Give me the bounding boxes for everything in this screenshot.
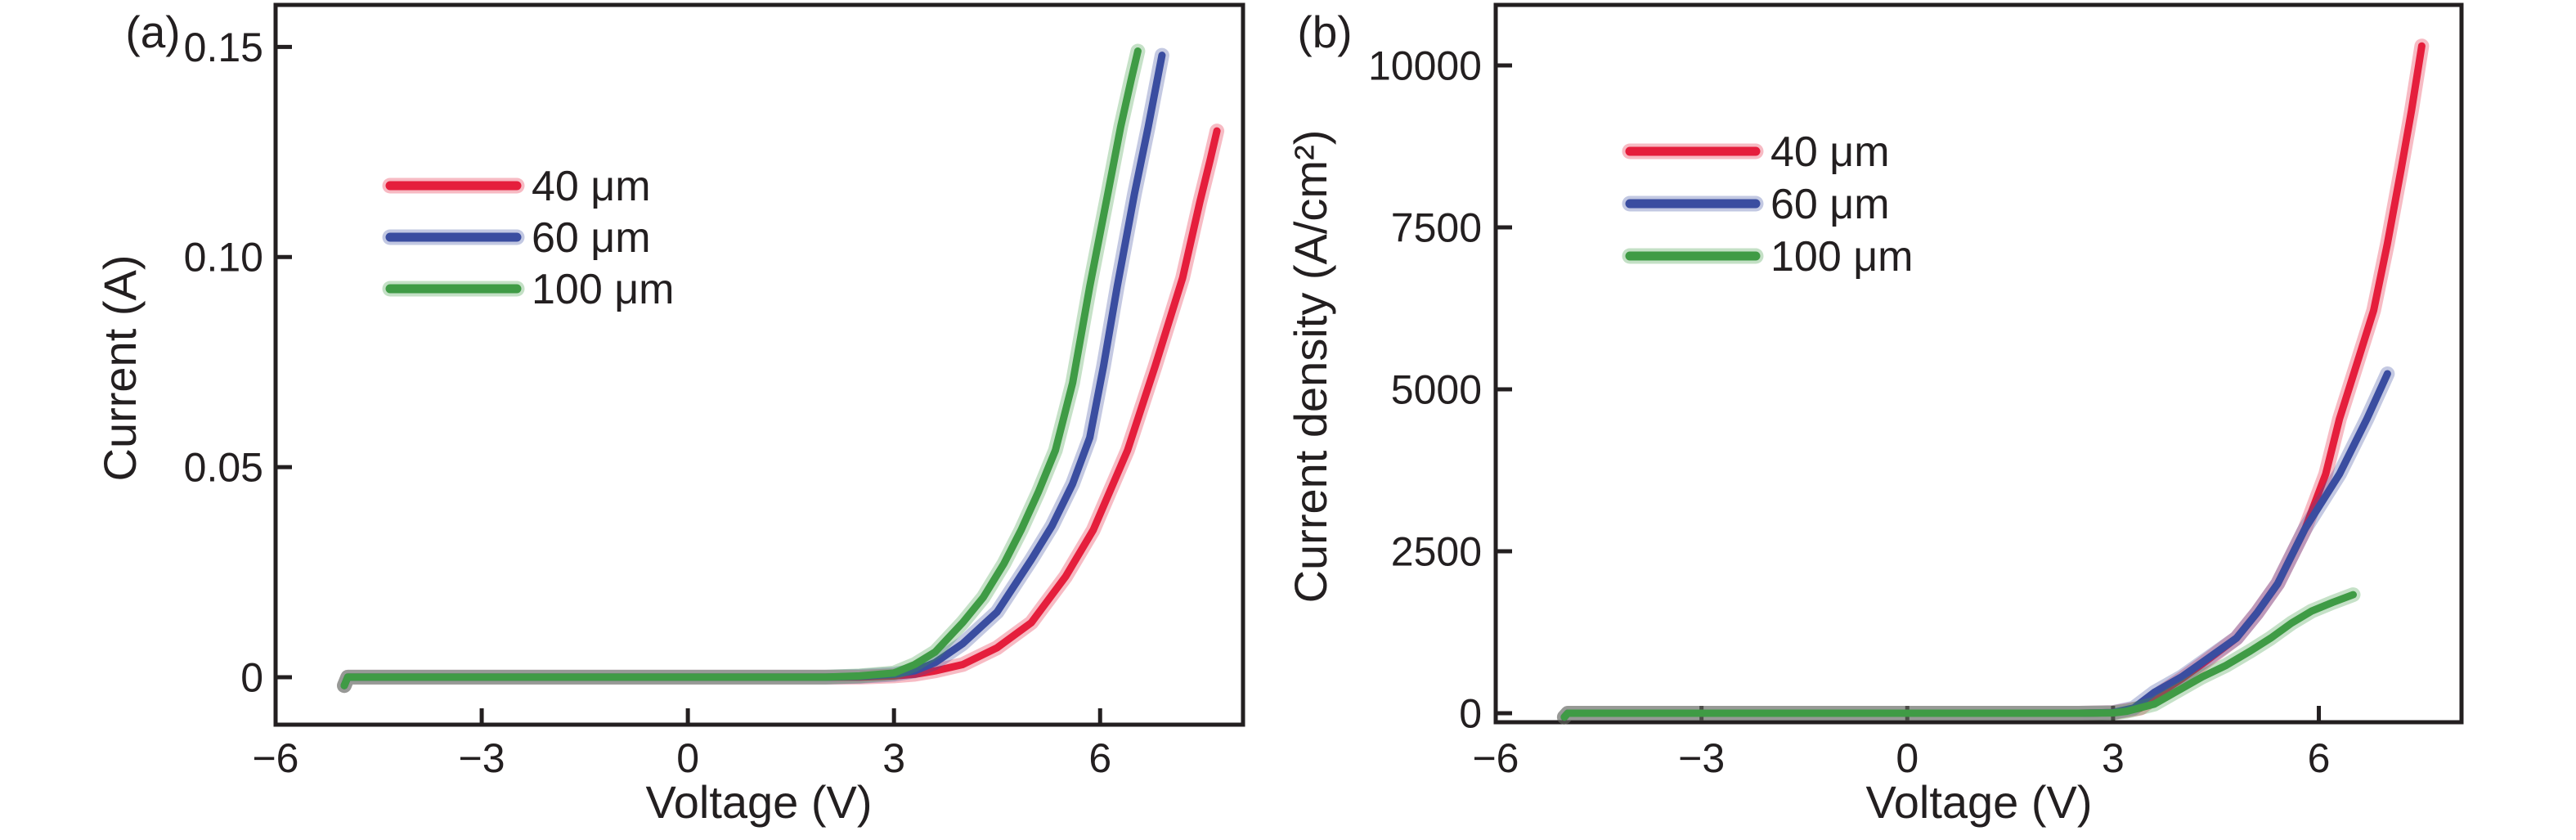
plot-frame-b [1493, 2, 2464, 725]
curve-100μm-b [1560, 591, 2357, 721]
x-tick-label-b: −3 [1678, 735, 1725, 781]
legend-label-100μm-a: 100 μm [532, 266, 674, 313]
y-axis-label-b: Current density (A/cm²) [1285, 130, 1336, 604]
y-tick-label-b: 2500 [1391, 528, 1482, 574]
y-axis-label-a: Current (A) [94, 255, 146, 482]
curve-halo-100μm-b [1556, 587, 2361, 725]
y-tick-label-a: 0 [240, 654, 263, 700]
y-tick-label-a: 0.10 [184, 235, 263, 281]
x-tick-label-a: −6 [252, 735, 298, 781]
legend-label-100μm-b: 100 μm [1770, 233, 1913, 281]
legend-label-40μm-a: 40 μm [532, 163, 651, 210]
legend-label-60μm-b: 60 μm [1770, 181, 1890, 228]
x-tick-label-a: −3 [459, 735, 505, 781]
y-tick-label-b: 0 [1459, 690, 1482, 736]
curve-halo-40μm-a [337, 124, 1225, 694]
y-tick-label-b: 7500 [1391, 204, 1482, 250]
x-tick-label-b: −6 [1472, 735, 1519, 781]
curve-60μm-b [1560, 370, 2391, 721]
y-tick-label-a: 0.15 [184, 25, 263, 70]
x-tick-label-b: 3 [2102, 735, 2125, 781]
panel-label-b: (b) [1297, 7, 1352, 57]
curve-60μm-a [340, 52, 1166, 690]
curve-halo-60μm-a [337, 47, 1169, 694]
legend-label-60μm-a: 60 μm [532, 214, 651, 262]
curve-40μm-a [340, 127, 1221, 690]
x-axis-label-a: Voltage (V) [645, 776, 872, 828]
panel-label-a: (a) [125, 7, 180, 57]
x-tick-label-b: 6 [2308, 735, 2331, 781]
x-tick-label-a: 3 [882, 735, 905, 781]
x-tick-label-a: 0 [676, 735, 699, 781]
plot-frame-a [273, 2, 1245, 727]
curve-100μm-a [340, 47, 1142, 690]
x-tick-label-a: 6 [1088, 735, 1111, 781]
y-tick-label-b: 5000 [1391, 366, 1482, 412]
y-tick-label-a: 0.05 [184, 445, 263, 491]
x-axis-label-b: Voltage (V) [1865, 776, 2092, 828]
curve-halo-60μm-b [1556, 366, 2395, 725]
x-tick-label-b: 0 [1896, 735, 1919, 781]
y-tick-label-b: 10000 [1368, 43, 1482, 88]
panel-b: −6 −3 0 3 6 0 2500 5000 7500 10000 40 μm 60 μm 100 μ… [1285, 2, 2464, 828]
legend-label-40μm-b: 40 μm [1770, 128, 1890, 176]
